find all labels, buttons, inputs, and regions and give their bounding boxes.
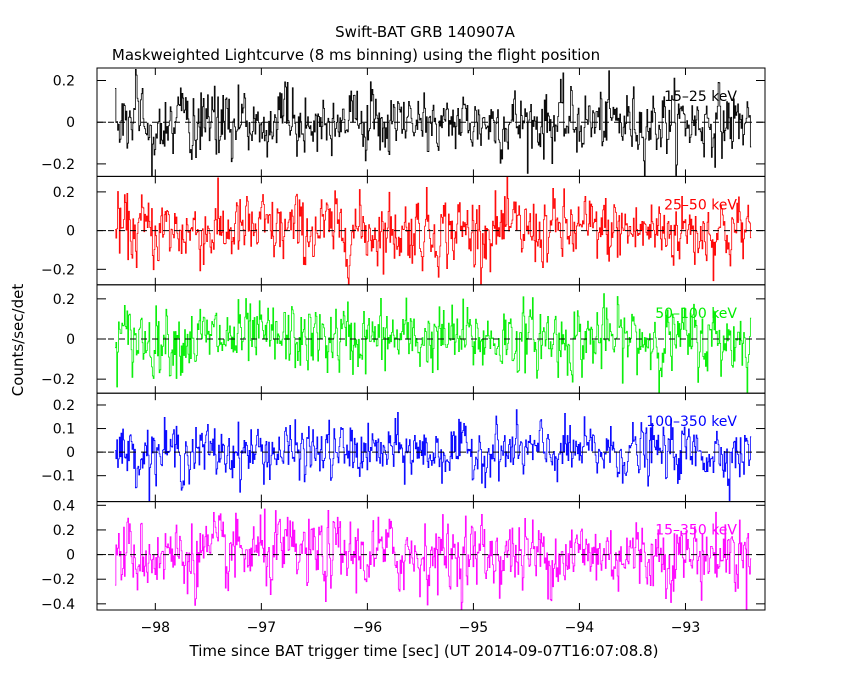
y-tick-label: −0.2 [41,372,75,388]
panel-1: −0.2 0 0.2 15–25 keV [41,67,766,177]
chart-subtitle: Maskweighted Lightcurve (8 ms binning) u… [112,46,600,64]
y-tick-label: 0 [66,445,75,461]
panels-layer: −0.2 0 0.2 15–25 keV −0.2 0 0.2 25–50 keV −0.2 0 0… [41,67,766,613]
x-tick-label: −97 [247,620,277,636]
series-line [115,69,752,177]
band-label: 15–25 keV [664,89,737,105]
y-tick-label: −0.2 [41,157,75,173]
y-tick-label: −0.2 [41,572,75,588]
panel-2: −0.2 0 0.2 25–50 keV [41,175,766,286]
x-tick-label: −96 [353,620,383,636]
y-tick-label: −0.2 [41,262,75,278]
x-tick-label: −93 [671,620,701,636]
y-tick-label: 0 [66,115,75,131]
series-line [115,508,752,611]
band-label: 25–50 keV [664,197,737,213]
y-tick-label: −0.1 [41,469,75,485]
panel-5: −0.4 −0.2 0 0.2 0.4 15–350 keV [41,498,766,613]
y-tick-label: 0.4 [53,498,75,514]
y-tick-label: 0.2 [53,523,75,539]
panel-frame [96,501,766,611]
band-label: 15–350 keV [655,523,737,539]
y-tick-label: 0 [66,224,75,240]
series-line [115,176,752,285]
x-axis-ticks: −98 −97 −96 −95 −94 −93 [141,620,701,636]
panel-3: −0.2 0 0.2 50–100 keV [41,284,766,394]
y-tick-label: 0 [66,332,75,348]
y-tick-label: 0.2 [53,185,75,201]
y-tick-label: 0.2 [53,74,75,90]
series-line [115,409,752,502]
series-line [115,293,752,394]
panel-4: −0.1 0 0.1 0.2 100–350 keV [41,392,766,503]
y-tick-label: −0.4 [41,597,75,613]
y-axis-label: Counts/sec/det [9,284,27,397]
band-label: 50–100 keV [655,306,737,322]
x-tick-label: −98 [141,620,171,636]
y-tick-label: 0.2 [53,398,75,414]
y-tick-label: 0.1 [53,422,75,438]
chart-title: Swift-BAT GRB 140907A [335,23,515,41]
x-axis-label: Time since BAT trigger time [sec] (UT 20… [189,642,659,660]
x-tick-label: −94 [565,620,595,636]
y-tick-label: 0.2 [53,292,75,308]
y-tick-label: 0 [66,548,75,564]
x-tick-label: −95 [459,620,489,636]
band-label: 100–350 keV [646,414,737,430]
